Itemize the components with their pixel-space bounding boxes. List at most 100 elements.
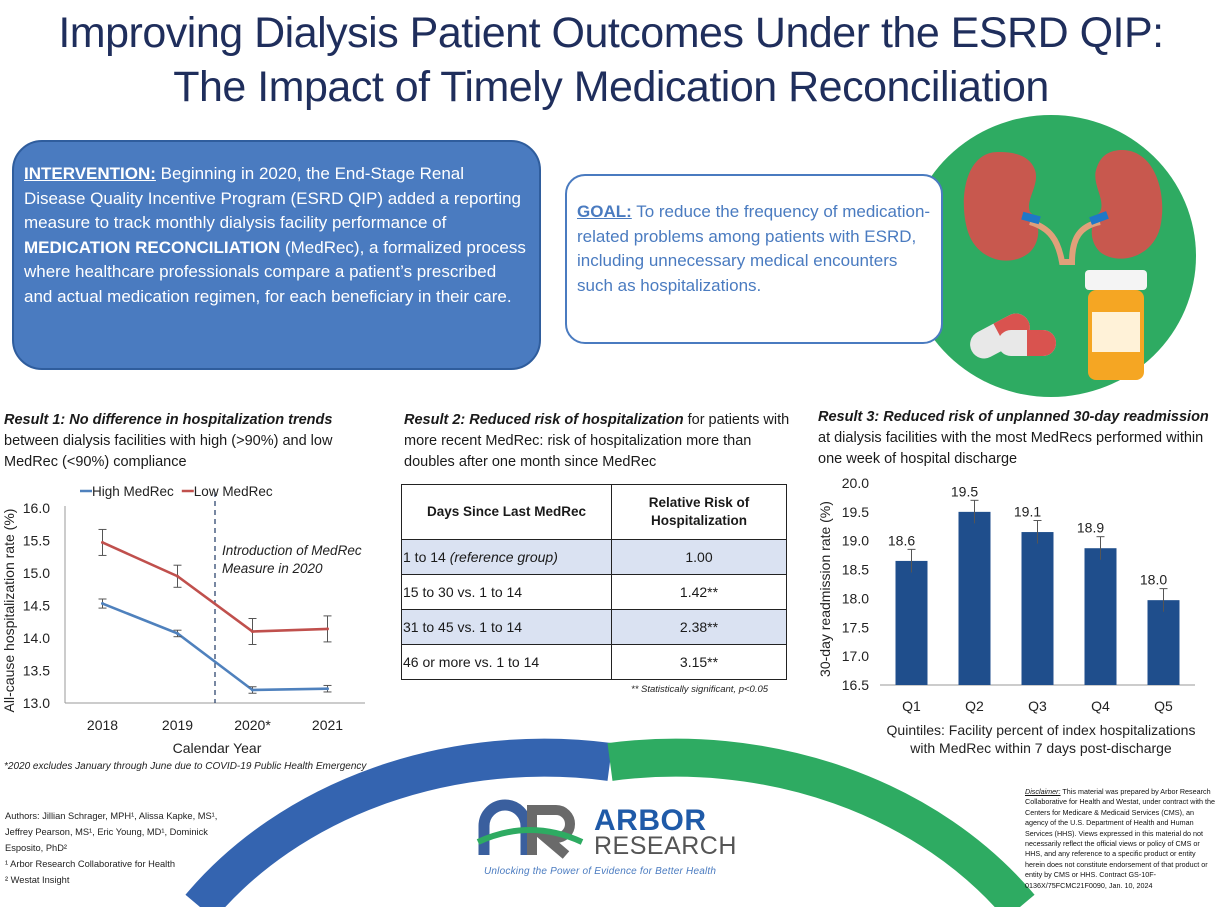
table-cell-days: 31 to 45 vs. 1 to 14 — [401, 609, 612, 645]
result2-footnote: ** Statistically significant, p<0.05 — [631, 684, 769, 695]
data-label: 19.5 — [951, 483, 978, 499]
bar — [1021, 532, 1054, 685]
table-cell-risk: 3.15** — [611, 644, 787, 680]
x-tick-label: 2019 — [162, 717, 193, 733]
affiliation-line: ² Westat Insight — [5, 875, 70, 885]
logo-icon — [476, 799, 584, 859]
goal-keyword: GOAL: — [577, 202, 632, 221]
x-tick-label: 2021 — [312, 717, 343, 733]
table-cell-risk: 2.38** — [611, 609, 787, 645]
x-tick-label: Q2 — [965, 698, 984, 714]
bar — [895, 560, 928, 685]
table-row: 1 to 14 (reference group) 1.00 — [401, 539, 787, 575]
intervention-box: INTERVENTION: Beginning in 2020, the End… — [12, 140, 541, 370]
table-cell-risk: 1.42** — [611, 574, 787, 610]
x-tick-label: Q4 — [1091, 698, 1110, 714]
legend-label: High MedRec — [92, 484, 174, 499]
intervention-text2: (MedRec), a formalized process where hea… — [24, 237, 526, 306]
result1-heading: Result 1: No difference in hospitalizati… — [4, 410, 384, 473]
table-cell-risk: 1.00 — [611, 539, 787, 575]
data-point — [176, 631, 179, 635]
data-point — [176, 574, 179, 578]
table-cell-days: 15 to 30 vs. 1 to 14 — [401, 574, 612, 610]
goal-text: To reduce the frequency of medication-re… — [577, 202, 931, 295]
bar — [1147, 600, 1180, 685]
logo-research-text: RESEARCH — [594, 832, 737, 860]
series-line — [101, 541, 328, 633]
table-row: 31 to 45 vs. 1 to 14 2.38** — [401, 609, 787, 645]
y-tick-label: 16.0 — [23, 500, 50, 516]
disclaimer-block: Disclaimer: This material was prepared b… — [1025, 787, 1217, 891]
data-point — [251, 688, 254, 692]
y-tick-label: 13.0 — [23, 695, 50, 711]
affiliation-line: ¹ Arbor Research Collaborative for Healt… — [5, 859, 176, 869]
y-tick-label: 15.0 — [23, 565, 50, 581]
bar — [958, 511, 991, 685]
goal-box: GOAL: To reduce the frequency of medicat… — [565, 174, 943, 344]
result3-rest: at dialysis facilities with the most Med… — [818, 430, 1204, 467]
logo-tagline: Unlocking the Power of Evidence for Bett… — [484, 866, 717, 877]
table-header-row: Days Since Last MedRec Relative Risk of … — [401, 484, 787, 540]
y-tick-label: 18.0 — [842, 590, 869, 606]
x-tick-label: 2020* — [234, 717, 271, 733]
bar — [1084, 548, 1117, 685]
y-tick-label: 17.0 — [842, 648, 869, 664]
result2-rest: for patients with more recent MedRec: ri… — [404, 412, 790, 470]
x-axis-title-line2: with MedRec within 7 days post-discharge — [909, 740, 1172, 756]
y-tick-label: 13.5 — [23, 663, 50, 679]
result1-lead: Result 1: No difference in hospitalizati… — [4, 412, 333, 428]
authors-block: Authors: Jillian Schrager, MPH¹, Alissa … — [5, 808, 217, 888]
data-label: 18.9 — [1077, 520, 1104, 536]
chart-annotation-line2: Measure in 2020 — [222, 561, 323, 576]
y-tick-label: 20.0 — [842, 475, 869, 491]
legend-label: Low MedRec — [194, 484, 273, 499]
x-tick-label: Q1 — [902, 698, 921, 714]
y-tick-label: 14.5 — [23, 598, 50, 614]
y-tick-label: 19.0 — [842, 533, 869, 549]
table-cell-days: 46 or more vs. 1 to 14 — [401, 644, 612, 680]
authors-line: Esposito, PhD² — [5, 843, 68, 853]
disclaimer-text: This material was prepared by Arbor Rese… — [1025, 787, 1216, 890]
intervention-bold: MEDICATION RECONCILIATION — [24, 237, 281, 257]
x-axis-title: Calendar Year — [173, 740, 262, 756]
y-axis-title: 30-day readmission rate (%) — [817, 501, 833, 677]
x-axis-title-line1: Quintiles: Facility percent of index hos… — [887, 722, 1196, 738]
data-label: 18.6 — [888, 532, 915, 548]
data-point — [101, 602, 104, 606]
y-tick-label: 19.5 — [842, 504, 869, 520]
x-tick-label: Q5 — [1154, 698, 1173, 714]
y-axis-title: All-cause hospitalization rate (%) — [1, 509, 17, 713]
authors-line: Authors: Jillian Schrager, MPH¹, Alissa … — [5, 811, 218, 821]
disclaimer-label: Disclaimer: — [1025, 787, 1061, 796]
y-tick-label: 18.5 — [842, 562, 869, 578]
pill-bottle-icon — [1085, 270, 1147, 380]
data-point — [326, 627, 329, 631]
capsule-icon — [970, 313, 1056, 359]
data-label: 19.1 — [1014, 504, 1041, 520]
kidney-icon — [963, 149, 1163, 265]
intervention-text1: Beginning in 2020, the End-Stage Renal D… — [24, 164, 522, 232]
table-row: 46 or more vs. 1 to 14 3.15** — [401, 644, 787, 680]
logo-arbor-text: ARBOR — [594, 804, 707, 837]
row-label-em: (reference group) — [449, 549, 558, 565]
result1-rest: between dialysis facilities with high (>… — [4, 433, 333, 470]
y-tick-label: 14.0 — [23, 630, 50, 646]
result1-footnote: *2020 excludes January through June due … — [4, 761, 367, 772]
data-point — [326, 687, 329, 691]
table-row: 15 to 30 vs. 1 to 14 1.42** — [401, 574, 787, 610]
row-label: 1 to 14 — [403, 549, 450, 565]
relative-risk-table: Days Since Last MedRec Relative Risk of … — [401, 484, 787, 680]
data-point — [101, 540, 104, 544]
authors-line: Jeffrey Pearson, MS¹, Eric Young, MD¹, D… — [5, 827, 208, 837]
y-tick-label: 15.5 — [23, 533, 50, 549]
table-header-risk: Relative Risk of Hospitalization — [611, 484, 787, 540]
table-header-days: Days Since Last MedRec — [401, 484, 612, 540]
data-label: 18.0 — [1140, 572, 1167, 588]
chart-annotation-line1: Introduction of MedRec — [222, 543, 362, 558]
intervention-keyword: INTERVENTION: — [24, 164, 156, 183]
table-cell-days: 1 to 14 (reference group) — [401, 539, 612, 575]
